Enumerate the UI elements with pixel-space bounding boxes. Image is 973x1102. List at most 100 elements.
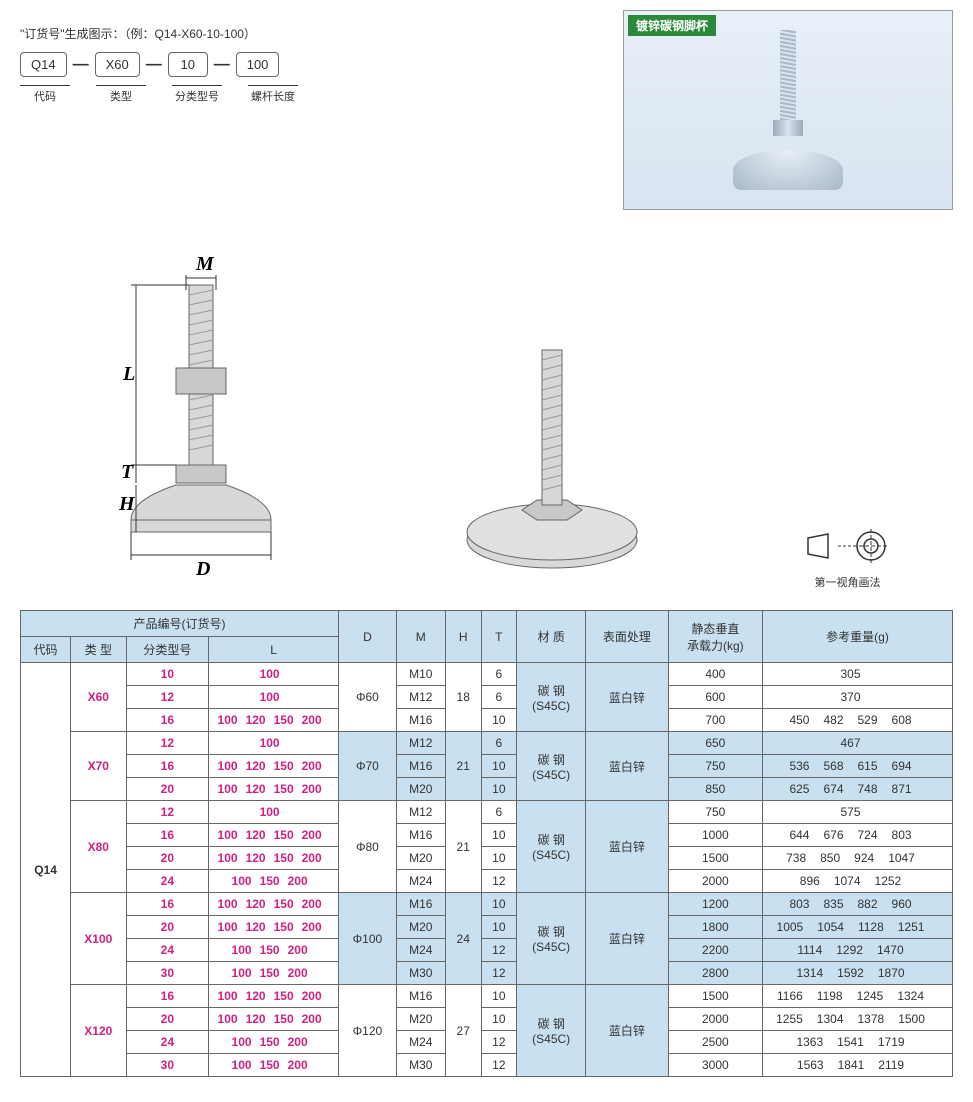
cell-weight: 1166119812451324 <box>763 985 953 1008</box>
product-photo: 镀锌碳钢脚杯 <box>623 10 953 210</box>
projection-label: 第一视角画法 <box>803 574 893 590</box>
cell-load: 2000 <box>668 870 762 893</box>
cell-load: 1200 <box>668 893 762 916</box>
hdr-type: 类 型 <box>71 637 127 663</box>
table-row: X10016100120150200Φ100M162410碳 钢 (S45C)蓝… <box>21 893 953 916</box>
hdr-H: H <box>445 611 481 663</box>
cell-T: 10 <box>481 985 517 1008</box>
order-box-code: Q14 <box>20 52 67 77</box>
cell-H: 27 <box>445 985 481 1077</box>
cell-load: 700 <box>668 709 762 732</box>
cell-M: M16 <box>396 985 445 1008</box>
cell-M: M12 <box>396 732 445 755</box>
cell-M: M30 <box>396 962 445 985</box>
cell-sub: 30 <box>126 962 209 985</box>
hdr-material: 材 质 <box>517 611 586 663</box>
cell-T: 6 <box>481 663 517 686</box>
cell-T: 12 <box>481 1054 517 1077</box>
cell-L: 100 <box>209 732 339 755</box>
cell-L: 100120150200 <box>209 985 339 1008</box>
cell-L: 100150200 <box>209 870 339 893</box>
dim-label-L: L <box>122 363 135 385</box>
technical-drawing-iso <box>442 310 682 590</box>
cell-sub: 10 <box>126 663 209 686</box>
cell-L: 100 <box>209 663 339 686</box>
cell-load: 3000 <box>668 1054 762 1077</box>
cell-surface: 蓝白锌 <box>586 732 669 801</box>
table-row: 30100150200M30123000156318412119 <box>21 1054 953 1077</box>
cell-surface: 蓝白锌 <box>586 985 669 1077</box>
cell-sub: 16 <box>126 824 209 847</box>
cell-M: M12 <box>396 686 445 709</box>
table-row: Q14X6010100Φ60M10186碳 钢 (S45C)蓝白锌400305 <box>21 663 953 686</box>
table-row: 16100120150200M1610750536568615694 <box>21 755 953 778</box>
cell-sub: 30 <box>126 1054 209 1077</box>
cell-surface: 蓝白锌 <box>586 663 669 732</box>
cell-T: 10 <box>481 1008 517 1031</box>
cell-load: 850 <box>668 778 762 801</box>
table-row: 20100120150200M201015007388509241047 <box>21 847 953 870</box>
cell-L: 100120150200 <box>209 916 339 939</box>
table-row: X8012100Φ80M12216碳 钢 (S45C)蓝白锌750575 <box>21 801 953 824</box>
table-row: 12100M126600370 <box>21 686 953 709</box>
cell-material: 碳 钢 (S45C) <box>517 732 586 801</box>
cell-sub: 20 <box>126 1008 209 1031</box>
cell-L: 100150200 <box>209 939 339 962</box>
order-number-example: "订货号"生成图示：（例：Q14-X60-10-100） Q14 — X60 —… <box>20 10 298 104</box>
cell-weight: 305 <box>763 663 953 686</box>
cell-load: 2800 <box>668 962 762 985</box>
order-title: "订货号"生成图示：（例：Q14-X60-10-100） <box>20 25 298 42</box>
dim-label-T: T <box>121 461 134 483</box>
hdr-M: M <box>396 611 445 663</box>
cell-load: 2000 <box>668 1008 762 1031</box>
cell-H: 21 <box>445 732 481 801</box>
cell-L: 100 <box>209 801 339 824</box>
cell-weight: 111412921470 <box>763 939 953 962</box>
cell-sub: 20 <box>126 778 209 801</box>
cell-weight: 156318412119 <box>763 1054 953 1077</box>
cell-surface: 蓝白锌 <box>586 893 669 985</box>
cell-sub: 24 <box>126 870 209 893</box>
cell-type: X120 <box>71 985 127 1077</box>
hdr-surface: 表面处理 <box>586 611 669 663</box>
cell-load: 400 <box>668 663 762 686</box>
cell-H: 18 <box>445 663 481 732</box>
cell-L: 100120150200 <box>209 847 339 870</box>
dim-label-H: H <box>118 493 136 515</box>
cell-M: M30 <box>396 1054 445 1077</box>
cell-sub: 20 <box>126 916 209 939</box>
order-box-type: X60 <box>95 52 140 77</box>
cell-M: M20 <box>396 847 445 870</box>
cell-load: 2200 <box>668 939 762 962</box>
projection-symbol: 第一视角画法 <box>803 526 893 590</box>
product-badge: 镀锌碳钢脚杯 <box>628 15 716 36</box>
leveling-foot-render <box>728 25 848 195</box>
table-row: X12016100120150200Φ120M162710碳 钢 (S45C)蓝… <box>21 985 953 1008</box>
cell-sub: 16 <box>126 755 209 778</box>
order-box-length: 100 <box>236 52 280 77</box>
cell-M: M24 <box>396 939 445 962</box>
hdr-product-code: 产品编号(订货号) <box>21 611 339 637</box>
cell-D: Φ60 <box>339 663 397 732</box>
hdr-load: 静态垂直 承载力(kg) <box>668 611 762 663</box>
cell-T: 6 <box>481 686 517 709</box>
cell-type: X70 <box>71 732 127 801</box>
cell-material: 碳 钢 (S45C) <box>517 663 586 732</box>
cell-T: 10 <box>481 847 517 870</box>
order-labels: 代码 类型 分类型号 螺杆长度 <box>20 85 298 104</box>
cell-load: 1500 <box>668 847 762 870</box>
cell-T: 12 <box>481 870 517 893</box>
cell-M: M12 <box>396 801 445 824</box>
cell-T: 12 <box>481 939 517 962</box>
cell-T: 12 <box>481 1031 517 1054</box>
cell-sub: 24 <box>126 939 209 962</box>
cell-D: Φ70 <box>339 732 397 801</box>
cell-code: Q14 <box>21 663 71 1077</box>
cell-load: 1800 <box>668 916 762 939</box>
cell-H: 21 <box>445 801 481 893</box>
table-row: 20100120150200M2010850625674748871 <box>21 778 953 801</box>
cell-load: 600 <box>668 686 762 709</box>
cell-sub: 16 <box>126 709 209 732</box>
cell-material: 碳 钢 (S45C) <box>517 893 586 985</box>
cell-M: M20 <box>396 916 445 939</box>
